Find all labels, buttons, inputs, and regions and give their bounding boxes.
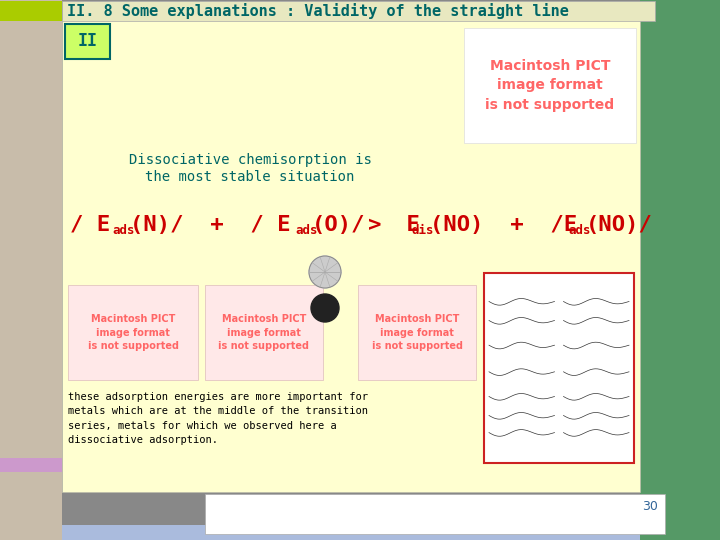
- Circle shape: [309, 256, 341, 288]
- Text: E: E: [393, 215, 420, 235]
- Text: Macintosh PICT
image format
is not supported: Macintosh PICT image format is not suppo…: [485, 59, 615, 112]
- Text: (NO)/: (NO)/: [586, 215, 653, 235]
- FancyBboxPatch shape: [640, 0, 720, 540]
- Text: the most stable situation: the most stable situation: [145, 170, 355, 184]
- Text: (NO)  +  /E: (NO) + /E: [430, 215, 577, 235]
- FancyBboxPatch shape: [0, 1, 62, 21]
- FancyBboxPatch shape: [464, 28, 636, 143]
- FancyBboxPatch shape: [484, 273, 634, 463]
- Text: ads: ads: [568, 225, 590, 238]
- Text: these adsorption energies are more important for
metals which are at the middle : these adsorption energies are more impor…: [68, 392, 368, 445]
- Circle shape: [311, 294, 339, 322]
- FancyBboxPatch shape: [62, 1, 655, 21]
- Text: (O)/: (O)/: [312, 215, 366, 235]
- Text: ads: ads: [295, 225, 318, 238]
- Text: (N)/  +  / E: (N)/ + / E: [130, 215, 290, 235]
- Text: Macintosh PICT
image format
is not supported: Macintosh PICT image format is not suppo…: [372, 314, 462, 350]
- Text: Macintosh PICT
image format
is not supported: Macintosh PICT image format is not suppo…: [88, 314, 179, 350]
- Text: dis: dis: [411, 225, 433, 238]
- FancyBboxPatch shape: [68, 285, 198, 380]
- FancyBboxPatch shape: [0, 458, 62, 472]
- FancyBboxPatch shape: [65, 24, 110, 59]
- FancyBboxPatch shape: [62, 20, 640, 492]
- FancyBboxPatch shape: [62, 0, 640, 540]
- Text: 30: 30: [642, 501, 658, 514]
- FancyBboxPatch shape: [62, 525, 640, 540]
- Text: ads: ads: [112, 225, 135, 238]
- Text: Dissociative chemisorption is: Dissociative chemisorption is: [129, 153, 372, 167]
- FancyBboxPatch shape: [205, 494, 665, 534]
- Text: / E: / E: [70, 215, 110, 235]
- FancyBboxPatch shape: [358, 285, 476, 380]
- FancyBboxPatch shape: [205, 285, 323, 380]
- Text: II. 8 Some explanations : Validity of the straight line: II. 8 Some explanations : Validity of th…: [67, 3, 569, 19]
- Text: >: >: [368, 215, 382, 235]
- Text: II: II: [78, 32, 97, 51]
- Text: Macintosh PICT
image format
is not supported: Macintosh PICT image format is not suppo…: [218, 314, 310, 350]
- FancyBboxPatch shape: [0, 0, 62, 540]
